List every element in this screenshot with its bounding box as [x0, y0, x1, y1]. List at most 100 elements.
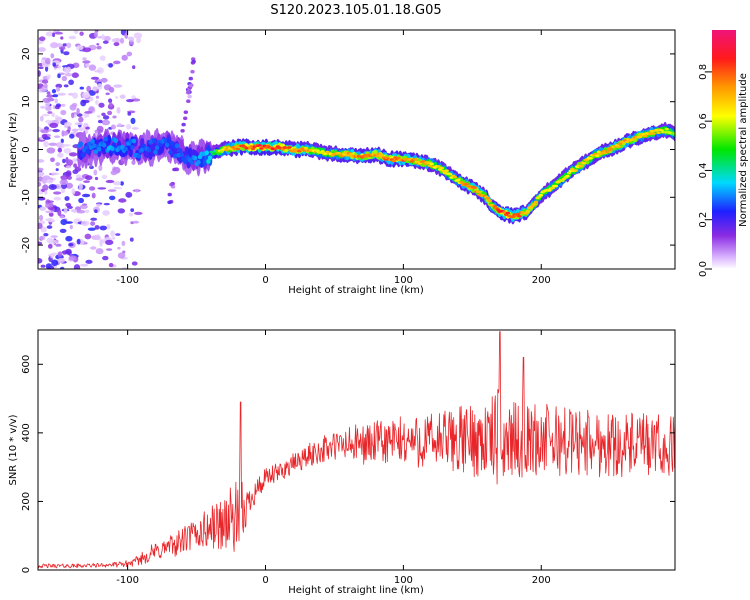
noise-blob [47, 265, 55, 269]
spectrum-blob [581, 162, 587, 165]
spectrum-blob [110, 146, 115, 152]
spectrum-blob [196, 159, 201, 165]
noise-blob [108, 98, 113, 103]
noise-blob [128, 212, 134, 217]
noise-blob [110, 230, 115, 238]
noise-blob [109, 195, 116, 201]
noise-blob [127, 112, 132, 116]
noise-blob [49, 122, 59, 128]
noise-blob [62, 158, 66, 164]
noise-blob [53, 196, 62, 201]
colorbar: 0.0 0.2 0.4 0.6 0.8 Normalized spectral ampl… [698, 30, 749, 277]
noise-blob [105, 179, 115, 184]
noise-blob [69, 104, 77, 111]
noise-blob [90, 246, 97, 250]
noise-blob [74, 122, 84, 126]
noise-blob [59, 228, 67, 233]
y-tick-label: 400 [21, 423, 32, 442]
spectrum-blob [533, 200, 539, 204]
x-tick-label: -100 [116, 575, 139, 586]
spectrogram-y-ticks: -20 -10 0 10 20 [21, 48, 675, 253]
noise-blob [57, 147, 62, 153]
spectrum-blob [209, 150, 214, 154]
noise-blob [94, 176, 99, 181]
noise-blob [124, 32, 128, 39]
noise-blob [84, 233, 92, 240]
spectrum-blob [464, 182, 469, 186]
noise-blob [40, 226, 47, 233]
noise-blob [75, 177, 84, 181]
spectrum-blob [495, 208, 501, 211]
noise-blob [117, 123, 122, 127]
noise-blob [90, 76, 100, 80]
x-tick-label: 100 [394, 275, 413, 286]
noise-blob [102, 40, 109, 44]
noise-blob [71, 128, 79, 132]
spectrum-blob [93, 149, 99, 155]
noise-blob [108, 63, 113, 68]
noise-blob [132, 65, 136, 70]
noise-blob [66, 205, 73, 209]
noise-blob [39, 115, 44, 122]
noise-blob [61, 130, 69, 136]
spectrum-blob [505, 211, 511, 215]
spur-blob [188, 76, 193, 81]
x-tick-label: 200 [532, 275, 551, 286]
spur-blob [186, 99, 191, 103]
noise-blob [38, 171, 45, 177]
noise-blob [45, 218, 54, 222]
noise-blob [96, 43, 100, 46]
spectrum-blob [164, 142, 170, 148]
spectrum-blob [348, 152, 353, 156]
noise-blob [43, 140, 49, 148]
noise-blob [96, 203, 101, 207]
spectrum-blob [249, 145, 254, 148]
noise-blob [73, 163, 77, 168]
noise-blob [46, 91, 51, 95]
noise-blob [112, 115, 117, 119]
noise-blob [41, 89, 46, 93]
noise-blob [82, 92, 91, 99]
noise-blob [68, 79, 74, 86]
noise-blob [107, 110, 113, 116]
noise-blob [51, 89, 57, 94]
noise-blob [63, 147, 72, 154]
snr-panel: -100 0 100 200 0 200 400 600 Height of straigh… [8, 329, 676, 596]
colorbar-tick-label: 0.4 [698, 162, 709, 178]
spectrum-blob [566, 171, 572, 175]
noise-blob [71, 158, 77, 163]
noise-blob [83, 180, 91, 184]
spectrum-blob [345, 153, 350, 157]
spectrum-blob [206, 159, 211, 164]
noise-blob [113, 60, 121, 65]
spectrum-blob [654, 128, 659, 132]
noise-blob [80, 99, 87, 107]
noise-blob [82, 193, 91, 198]
spectrum-blob [257, 144, 262, 147]
noise-blob [79, 263, 89, 267]
spectrum-blob [163, 138, 168, 143]
noise-blob [57, 152, 64, 158]
spectrum-blob [128, 147, 133, 158]
spectrum-blob [102, 142, 107, 148]
noise-blob [63, 207, 68, 214]
noise-blob [68, 255, 77, 261]
noise-blob [52, 32, 56, 38]
noise-blob [42, 97, 51, 103]
noise-blob [98, 164, 103, 171]
x-tick-label: 0 [262, 275, 268, 286]
spectrum-blob [656, 131, 661, 134]
noise-blob [108, 86, 115, 93]
noise-blob [113, 186, 123, 190]
x-tick-label: 200 [532, 575, 551, 586]
snr-x-ticks: -100 0 100 200 [116, 330, 551, 586]
snr-x-axis-label: Height of straight line (km) [288, 585, 424, 596]
noise-blob [103, 202, 110, 206]
spectrum-blob [140, 147, 145, 153]
noise-blob [90, 217, 98, 221]
noise-blob [62, 43, 68, 47]
noise-blob [108, 102, 113, 108]
noise-blob [59, 266, 65, 269]
noise-blob [39, 206, 47, 212]
